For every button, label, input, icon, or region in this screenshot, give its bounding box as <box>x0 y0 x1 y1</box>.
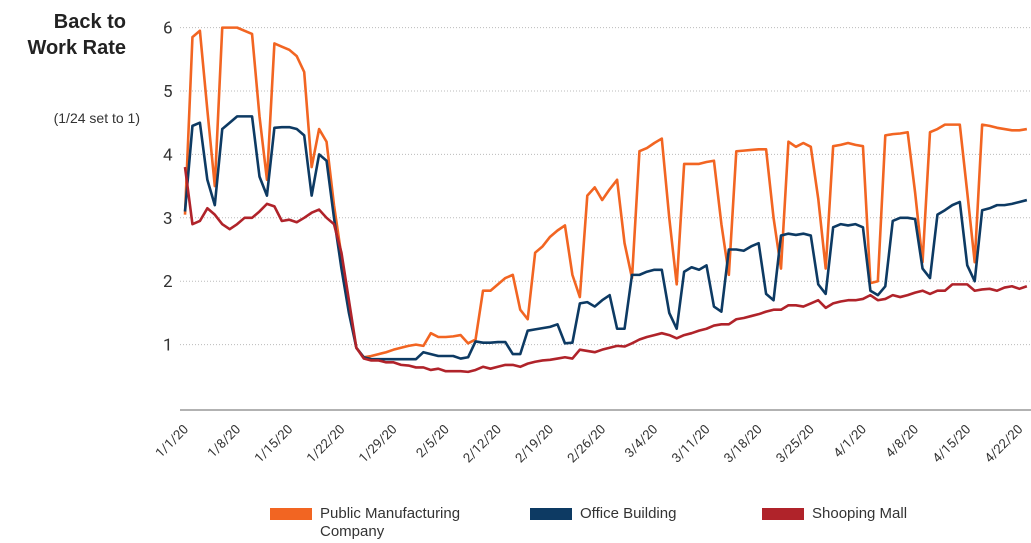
chart-title: Back to Work Rate <box>27 11 126 59</box>
legend-label: Shooping Mall <box>812 505 908 522</box>
x-tick-label: 2/12/20 <box>461 422 505 466</box>
series-line <box>183 26 1028 359</box>
x-tick-label: 3/11/20 <box>669 422 713 466</box>
legend-label: Public Manufacturing Company <box>320 505 461 540</box>
x-tick-label: 2/19/20 <box>513 422 557 466</box>
y-tick-label: 3 <box>163 209 173 229</box>
legend-item: Shooping Mall <box>762 505 982 523</box>
y-tick-label: 2 <box>163 272 173 292</box>
series-line <box>183 166 1028 374</box>
legend-item: Public Manufacturing Company <box>270 505 510 541</box>
x-tick-label: 4/8/20 <box>883 422 922 461</box>
x-tick-label: 4/15/20 <box>930 422 974 466</box>
y-tick-label: 4 <box>163 145 173 165</box>
y-tick-label: 5 <box>163 82 173 102</box>
x-tick-label: 4/1/20 <box>831 422 870 461</box>
chart-subtitle: (1/24 set to 1) <box>53 110 140 126</box>
legend-swatch <box>762 508 804 520</box>
legend-swatch <box>530 508 572 520</box>
x-tick-label: 2/26/20 <box>565 422 609 466</box>
legend-swatch <box>270 508 312 520</box>
series-line <box>183 115 1028 361</box>
y-tick-label: 1 <box>163 336 173 356</box>
x-tick-label: 1/1/20 <box>153 422 192 461</box>
x-tick-label: 1/15/20 <box>252 422 296 466</box>
legend-label: Office Building <box>580 505 677 522</box>
legend-item: Office Building <box>530 505 750 523</box>
x-tick-label: 1/22/20 <box>304 422 348 466</box>
x-tick-label: 1/8/20 <box>205 422 244 461</box>
y-tick-label: 6 <box>163 19 173 39</box>
x-tick-label: 4/22/20 <box>982 422 1026 466</box>
x-tick-label: 3/25/20 <box>774 422 818 466</box>
x-tick-label: 3/4/20 <box>622 422 661 461</box>
x-tick-label: 1/29/20 <box>356 422 400 466</box>
x-tick-label: 3/18/20 <box>721 422 765 466</box>
x-tick-label: 2/5/20 <box>414 422 453 461</box>
